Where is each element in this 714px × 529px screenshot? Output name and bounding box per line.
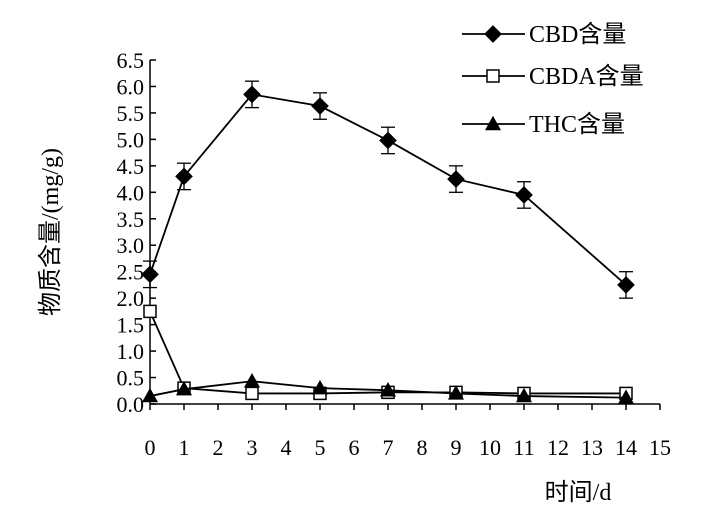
x-tick-label: 12 bbox=[547, 435, 569, 460]
x-tick-label: 2 bbox=[213, 435, 224, 460]
x-tick-label: 1 bbox=[179, 435, 190, 460]
diamond-marker bbox=[243, 85, 261, 104]
x-tick-label: 3 bbox=[247, 435, 258, 460]
x-tick-label: 5 bbox=[315, 435, 326, 460]
x-tick-label: 10 bbox=[479, 435, 501, 460]
y-tick-label: 0.0 bbox=[117, 392, 145, 417]
x-axis-label: 时间/d bbox=[545, 479, 612, 506]
diamond-marker bbox=[617, 276, 635, 294]
series-line bbox=[149, 93, 627, 286]
series-line bbox=[149, 380, 627, 399]
diamond-marker bbox=[141, 265, 159, 284]
triangle-marker bbox=[175, 380, 193, 396]
triangle-marker bbox=[243, 373, 261, 388]
y-tick-label: 3.0 bbox=[117, 233, 145, 258]
y-tick-label: 0.5 bbox=[117, 366, 145, 391]
x-tick-label: 9 bbox=[451, 435, 462, 460]
y-tick-label: 1.0 bbox=[117, 339, 145, 364]
legend: CBD含量 CBDA含量 THC含量 bbox=[462, 21, 644, 138]
series-1 bbox=[141, 80, 635, 299]
triangle-marker bbox=[311, 379, 329, 395]
diamond-marker bbox=[484, 25, 502, 43]
diamond-marker bbox=[515, 186, 533, 204]
legend-item-1: CBD含量 bbox=[462, 21, 626, 48]
legend-label: THC含量 bbox=[529, 111, 625, 138]
legend-label: CBD含量 bbox=[529, 21, 626, 48]
y-tick-label: 5.0 bbox=[117, 127, 145, 152]
y-tick-label: 2.0 bbox=[117, 286, 145, 311]
y-tick-label: 5.5 bbox=[117, 101, 145, 126]
triangle-marker bbox=[379, 382, 397, 397]
x-tick-label: 4 bbox=[281, 435, 292, 460]
y-tick-label: 3.5 bbox=[117, 207, 145, 232]
triangle-marker bbox=[515, 387, 533, 403]
series-layer bbox=[141, 80, 635, 404]
axes: 0.00.51.01.52.02.53.03.54.04.55.05.56.06… bbox=[117, 48, 672, 460]
triangle-marker bbox=[484, 115, 502, 131]
legend-label: CBDA含量 bbox=[529, 63, 644, 90]
square-marker bbox=[143, 304, 157, 319]
x-tick-label: 0 bbox=[145, 435, 156, 460]
diamond-marker bbox=[447, 170, 465, 188]
x-tick-label: 7 bbox=[383, 435, 394, 460]
triangle-marker bbox=[447, 385, 465, 400]
triangle-marker bbox=[617, 389, 635, 404]
series-line bbox=[149, 311, 626, 395]
diamond-marker bbox=[311, 97, 329, 115]
diamond-marker bbox=[175, 167, 193, 186]
y-axis-label: 物质含量/(mg/g) bbox=[37, 148, 64, 316]
y-tick-label: 1.5 bbox=[117, 313, 145, 338]
x-tick-label: 15 bbox=[649, 435, 671, 460]
series-3 bbox=[141, 373, 635, 404]
triangle-marker bbox=[141, 387, 159, 403]
x-tick-label: 11 bbox=[513, 435, 534, 460]
square-marker bbox=[486, 69, 500, 83]
diamond-marker bbox=[379, 131, 397, 150]
y-tick-label: 2.5 bbox=[117, 260, 145, 285]
x-tick-label: 6 bbox=[349, 435, 360, 460]
y-tick-label: 6.5 bbox=[117, 48, 145, 73]
y-tick-label: 4.5 bbox=[117, 154, 145, 179]
y-tick-label: 4.0 bbox=[117, 180, 145, 205]
legend-item-3: THC含量 bbox=[462, 111, 625, 138]
x-tick-label: 13 bbox=[581, 435, 603, 460]
legend-item-2: CBDA含量 bbox=[462, 63, 644, 90]
x-tick-label: 8 bbox=[417, 435, 428, 460]
square-marker bbox=[245, 386, 259, 401]
x-tick-label: 14 bbox=[615, 435, 637, 460]
y-tick-label: 6.0 bbox=[117, 74, 145, 99]
